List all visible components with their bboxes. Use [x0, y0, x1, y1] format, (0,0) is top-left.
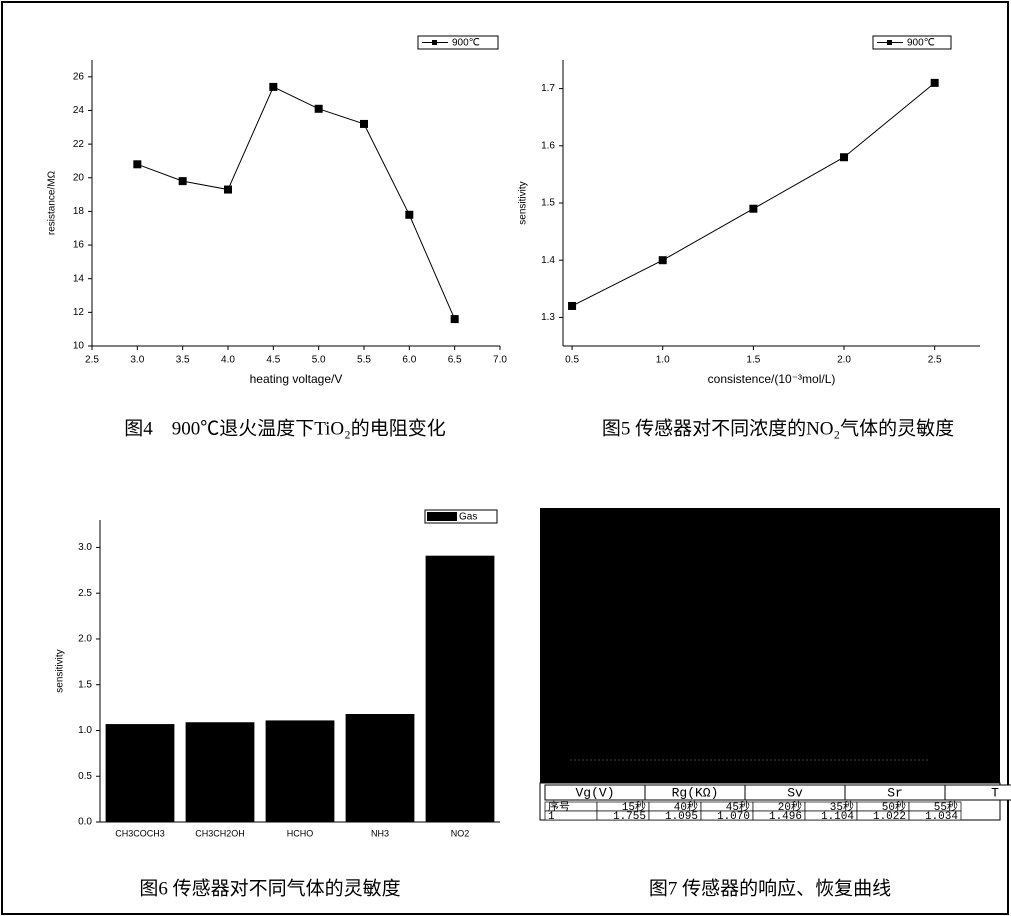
data-line	[137, 87, 454, 319]
x-tick-label: 4.0	[221, 355, 235, 366]
legend-swatch	[427, 512, 457, 521]
caption: 图6 传感器对不同气体的灵敏度	[139, 877, 400, 899]
y-tick-label: 1.3	[541, 312, 555, 323]
table-cell-text: 1.095	[665, 811, 698, 823]
data-point	[659, 256, 667, 264]
data-point	[269, 83, 277, 91]
x-tick-label: 6.0	[402, 355, 416, 366]
tab-label: Sr	[887, 785, 903, 800]
x-tick-label: 1.5	[746, 355, 760, 366]
caption: 图5 传感器对不同浓度的NO₂气体的灵敏度	[602, 417, 954, 439]
caption: 图7 传感器的响应、恢复曲线	[649, 877, 891, 899]
data-point	[315, 105, 323, 113]
x-tick-label: 2.5	[928, 355, 942, 366]
table-cell-text: 1.034	[925, 811, 958, 823]
y-tick-label: 1.4	[541, 255, 555, 266]
x-tick-label: NH3	[371, 828, 389, 838]
y-tick-label: 2.5	[78, 588, 92, 599]
tab	[945, 785, 1011, 800]
y-tick-label: 3.0	[78, 542, 92, 553]
tab-label: T	[991, 785, 999, 800]
x-tick-label: 2.0	[837, 355, 851, 366]
tab-label: Vg(V)	[575, 785, 614, 800]
x-tick-label: CH3CH2OH	[195, 828, 245, 838]
x-axis-label: heating voltage/V	[250, 372, 343, 386]
x-tick-label: 0.5	[565, 355, 579, 366]
legend-label: 900℃	[452, 38, 480, 49]
y-tick-label: 1.6	[541, 140, 555, 151]
x-tick-label: 5.0	[312, 355, 326, 366]
y-tick-label: 18	[73, 206, 85, 217]
data-line	[572, 83, 935, 306]
y-axis-label: sensitivity	[55, 649, 66, 692]
y-tick-label: 26	[73, 71, 85, 82]
y-tick-label: 22	[73, 139, 85, 150]
data-point	[749, 205, 757, 213]
legend-marker	[887, 40, 892, 45]
x-tick-label: 5.5	[357, 355, 371, 366]
y-tick-label: 12	[73, 307, 85, 318]
table-cell-text: 1.755	[613, 811, 646, 823]
bar	[106, 724, 175, 822]
bar	[426, 556, 495, 822]
data-point	[840, 153, 848, 161]
table-cell-text: 1	[548, 811, 555, 823]
y-tick-label: 0.5	[78, 771, 92, 782]
y-tick-label: 14	[73, 273, 85, 284]
bar	[266, 720, 335, 822]
y-axis-label: resistance/MΩ	[47, 170, 58, 235]
y-tick-label: 1.5	[541, 198, 555, 209]
tab-label: Rg(KΩ)	[672, 785, 719, 800]
table-cell-text: 1.022	[873, 811, 906, 823]
x-tick-label: 2.5	[85, 355, 99, 366]
x-tick-label: 3.5	[176, 355, 190, 366]
x-tick-label: 3.0	[130, 355, 144, 366]
data-point	[405, 211, 413, 219]
y-tick-label: 1.7	[541, 83, 555, 94]
y-tick-label: 1.0	[78, 725, 92, 736]
y-axis-label: sensitivity	[518, 181, 529, 224]
x-tick-label: NO2	[451, 828, 470, 838]
tab-label: Sv	[787, 785, 803, 800]
legend-label: 900℃	[907, 38, 935, 49]
x-tick-label: 6.5	[448, 355, 462, 366]
data-point	[568, 302, 576, 310]
y-tick-label: 1.5	[78, 679, 92, 690]
data-point	[179, 177, 187, 185]
data-point	[931, 79, 939, 87]
y-tick-label: 16	[73, 240, 85, 251]
y-tick-label: 20	[73, 172, 85, 183]
legend-marker	[432, 40, 437, 45]
x-tick-label: CH3COCH3	[115, 828, 165, 838]
x-tick-label: 4.5	[266, 355, 280, 366]
y-tick-label: 24	[73, 105, 85, 116]
y-tick-label: 2.0	[78, 634, 92, 645]
data-point	[360, 120, 368, 128]
x-tick-label: 7.0	[493, 355, 507, 366]
response-plot	[540, 508, 1000, 783]
table-cell-text: 1.496	[769, 811, 802, 823]
bar	[186, 722, 255, 822]
data-point	[451, 315, 459, 323]
y-tick-label: 10	[73, 341, 85, 352]
table-cell-text: 1.070	[717, 811, 750, 823]
bar	[346, 714, 415, 822]
x-axis-label: consistence/(10⁻³mol/L)	[708, 372, 836, 386]
data-point	[133, 160, 141, 168]
table-cell-text: 1.104	[821, 811, 854, 823]
caption: 图4 900℃退火温度下TiO₂的电阻变化	[124, 417, 446, 439]
x-tick-label: HCHO	[287, 828, 314, 838]
page: 图7 传感器的响应、恢复曲线Vg(V)Rg(KΩ)SvSrT序号15秒40秒45…	[0, 0, 1011, 916]
x-tick-label: 1.0	[656, 355, 670, 366]
y-tick-label: 0.0	[78, 817, 92, 828]
legend-label: Gas	[459, 512, 477, 523]
data-point	[224, 186, 232, 194]
